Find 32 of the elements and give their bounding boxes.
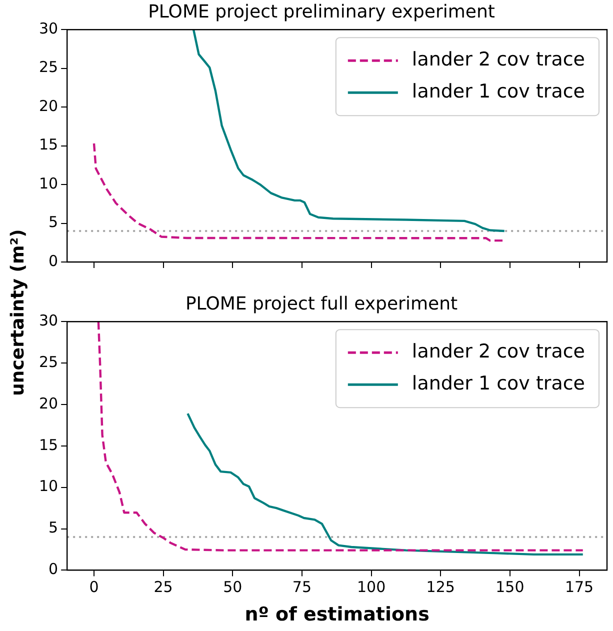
legend-label: lander 2 cov trace — [412, 340, 586, 363]
x-tick-label: 100 — [356, 578, 386, 596]
x-tick-label: 125 — [426, 578, 455, 596]
x-axis-title: nº of estimations — [244, 604, 430, 626]
y-tick-label: 30 — [38, 311, 58, 330]
line-series — [92, 142, 506, 242]
y-tick-label: 10 — [38, 477, 58, 496]
x-tick-label: 0 — [89, 578, 99, 596]
x-tick-label: 75 — [292, 578, 312, 596]
y-axis-title: uncertainty (m²) — [8, 228, 28, 398]
y-tick-label: 15 — [38, 436, 58, 454]
y-tick-label: 20 — [38, 96, 58, 115]
y-tick-label: 5 — [48, 213, 58, 232]
y-tick-label: 15 — [38, 136, 58, 154]
y-tick-label: 0 — [48, 252, 58, 270]
x-tick-label: 50 — [223, 578, 242, 596]
y-tick-label: 25 — [38, 352, 58, 371]
x-tick-label: 175 — [564, 578, 594, 596]
y-tick-label: 10 — [38, 174, 58, 192]
chart-title: PLOME project preliminary experiment — [148, 1, 495, 22]
line-series — [97, 322, 584, 552]
y-tick-label: 25 — [38, 58, 58, 76]
x-tick-label: 150 — [496, 578, 524, 596]
legend-label: lander 1 cov trace — [412, 80, 586, 103]
chart-title: PLOME project full experiment — [185, 293, 458, 314]
y-tick-label: 30 — [38, 19, 58, 38]
x-tick-label: 25 — [154, 578, 173, 596]
legend-label: lander 1 cov trace — [412, 372, 586, 395]
y-tick-label: 5 — [48, 518, 58, 537]
y-tick-label: 20 — [38, 394, 58, 412]
y-tick-label: 0 — [48, 560, 58, 578]
legend-label: lander 2 cov trace — [412, 48, 586, 71]
